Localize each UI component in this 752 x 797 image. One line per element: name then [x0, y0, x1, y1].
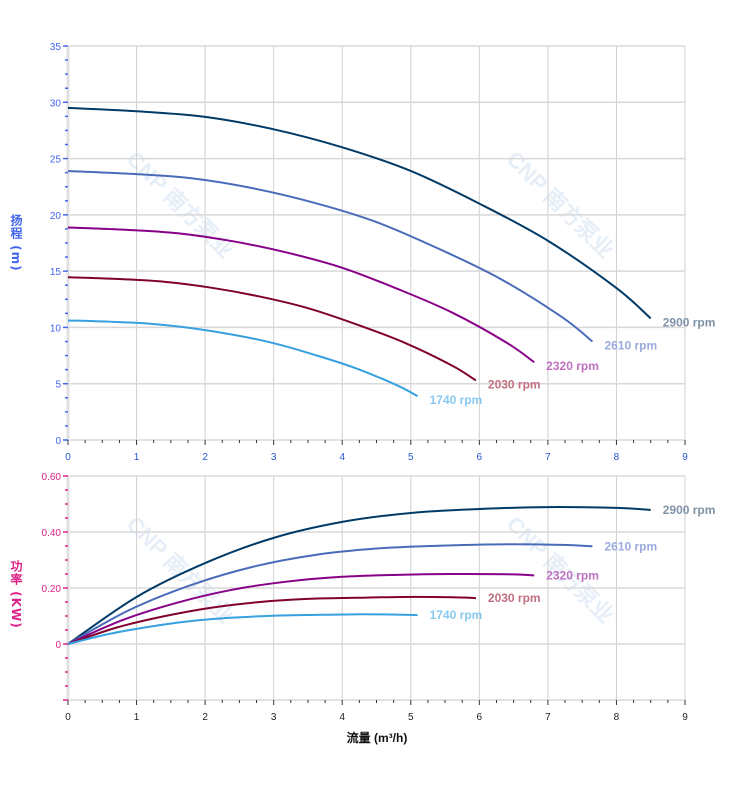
- x-tick-label: 8: [614, 452, 620, 463]
- x-tick-label: 6: [477, 452, 483, 463]
- watermark-logo: CNP 南方泵业: [122, 511, 239, 628]
- x-tick-label: 2: [202, 712, 208, 723]
- y-tick-label: 30: [50, 98, 62, 109]
- x-tick-label: 5: [408, 712, 414, 723]
- watermark-logo: CNP 南方泵业: [502, 146, 619, 263]
- y-tick-label: 0.40: [42, 528, 62, 539]
- x-tick-label: 4: [339, 712, 345, 723]
- y-tick-label: 10: [50, 323, 62, 334]
- x-tick-label: 4: [339, 452, 345, 463]
- x-tick-label: 2: [202, 452, 208, 463]
- y-tick-label: 15: [50, 267, 62, 278]
- x-tick-label: 8: [614, 712, 620, 723]
- chart-panel-0: 0 5 10 15 20 25 30 35 0 1 2 3 4 5 6 7 8 9 2900 rpm 2610 rpm…: [50, 42, 716, 463]
- y-axis-title-power: 功率 (KW): [9, 560, 23, 629]
- y-tick-label: 25: [50, 155, 62, 166]
- series-line-2610-rpm: [67, 169, 594, 343]
- y-tick-label: 0.20: [42, 584, 62, 595]
- x-axis-title: 流量 (m³/h): [347, 730, 408, 745]
- series-line-1740-rpm: [67, 613, 418, 645]
- x-tick-label: 3: [271, 452, 277, 463]
- series-line-2900-rpm: [67, 106, 652, 320]
- y-tick-label: 0: [55, 436, 61, 447]
- x-tick-label: 0: [65, 452, 71, 463]
- x-tick-label: 9: [682, 452, 688, 463]
- series-label: 2320 rpm: [546, 568, 599, 582]
- series-line-2030-rpm: [67, 276, 477, 382]
- x-tick-label: 0: [65, 712, 71, 723]
- y-tick-label: 0.60: [42, 472, 62, 483]
- series-line-2030-rpm: [67, 595, 476, 645]
- series-label: 1740 rpm: [430, 393, 483, 407]
- x-tick-label: 9: [682, 712, 688, 723]
- x-tick-label: 6: [477, 712, 483, 723]
- series-line-2320-rpm: [67, 572, 535, 645]
- y-tick-label: 20: [50, 211, 62, 222]
- series-line-1740-rpm: [67, 319, 419, 398]
- series-label: 2900 rpm: [663, 503, 716, 517]
- series-label: 2610 rpm: [604, 339, 657, 353]
- watermark-logo: CNP 南方泵业: [122, 146, 239, 263]
- series-label: 2030 rpm: [488, 377, 541, 391]
- series-label: 2610 rpm: [604, 539, 657, 553]
- x-tick-label: 7: [545, 452, 551, 463]
- series-label: 2030 rpm: [488, 591, 541, 605]
- x-tick-label: 1: [134, 712, 140, 723]
- series-label: 2320 rpm: [546, 359, 599, 373]
- series-label: 1740 rpm: [430, 608, 483, 622]
- y-axis-title-head: 扬程 (m): [9, 214, 23, 272]
- x-tick-label: 3: [271, 712, 277, 723]
- series-line-2320-rpm: [67, 226, 535, 364]
- series-label: 2900 rpm: [663, 315, 716, 329]
- chart-panel-1: 0 0.20 0.40 0.60 0 1 2 3 4 5 6 7 8 9 2900 rpm 2610 rpm 2…: [42, 472, 716, 745]
- x-tick-label: 7: [545, 712, 551, 723]
- y-tick-label: 35: [50, 42, 62, 53]
- x-tick-label: 5: [408, 452, 414, 463]
- series-line-2610-rpm: [67, 543, 593, 645]
- y-tick-label: 5: [55, 380, 61, 391]
- series-line-2900-rpm: [67, 506, 651, 645]
- x-tick-label: 1: [134, 452, 140, 463]
- y-tick-label: 0: [55, 640, 61, 651]
